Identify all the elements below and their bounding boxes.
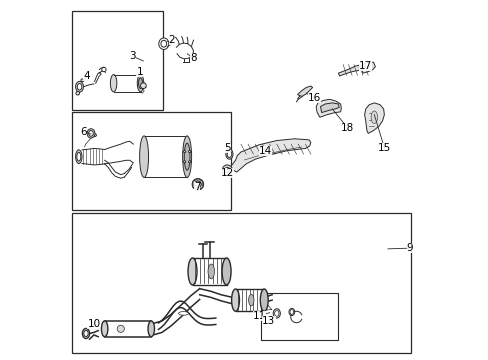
Circle shape	[183, 150, 185, 153]
Ellipse shape	[222, 258, 230, 285]
Text: 2: 2	[168, 35, 175, 45]
Text: 4: 4	[83, 71, 90, 81]
Text: 13: 13	[262, 316, 275, 325]
Ellipse shape	[88, 131, 93, 136]
Text: 17: 17	[358, 61, 371, 71]
Ellipse shape	[76, 150, 82, 163]
Text: 3: 3	[129, 51, 136, 61]
Ellipse shape	[260, 289, 267, 311]
Ellipse shape	[207, 264, 214, 279]
Text: 8: 8	[190, 53, 197, 63]
Ellipse shape	[159, 38, 168, 49]
Circle shape	[188, 161, 190, 163]
Ellipse shape	[101, 321, 108, 337]
Text: 11: 11	[252, 311, 265, 320]
Circle shape	[102, 67, 106, 72]
Text: 10: 10	[87, 319, 100, 329]
Polygon shape	[193, 179, 203, 190]
Circle shape	[192, 179, 203, 190]
Text: 1: 1	[136, 67, 143, 77]
Ellipse shape	[161, 40, 166, 47]
Ellipse shape	[225, 149, 233, 159]
Bar	[260, 293, 337, 339]
Ellipse shape	[77, 84, 81, 90]
Polygon shape	[316, 99, 341, 117]
Text: 9: 9	[406, 243, 413, 253]
Ellipse shape	[76, 81, 83, 92]
Ellipse shape	[231, 289, 239, 311]
Ellipse shape	[187, 258, 197, 285]
Circle shape	[117, 325, 124, 332]
Bar	[72, 213, 410, 353]
Text: 16: 16	[307, 93, 321, 103]
Polygon shape	[320, 103, 339, 113]
Circle shape	[81, 79, 83, 82]
Text: 6: 6	[81, 127, 87, 136]
Text: 12: 12	[220, 168, 233, 178]
Ellipse shape	[226, 151, 231, 157]
Circle shape	[194, 181, 201, 188]
Ellipse shape	[138, 78, 142, 89]
Text: 18: 18	[341, 123, 354, 133]
Circle shape	[222, 165, 232, 175]
Circle shape	[183, 161, 185, 163]
Ellipse shape	[184, 143, 190, 170]
Circle shape	[188, 150, 190, 153]
Ellipse shape	[248, 294, 253, 306]
Text: 14: 14	[258, 145, 271, 156]
Polygon shape	[297, 86, 312, 96]
Polygon shape	[364, 103, 384, 134]
Circle shape	[76, 91, 80, 95]
Ellipse shape	[87, 129, 95, 138]
Text: 5: 5	[224, 143, 230, 153]
Polygon shape	[360, 62, 375, 73]
Ellipse shape	[93, 134, 96, 136]
Ellipse shape	[148, 321, 154, 337]
Circle shape	[194, 181, 201, 188]
Ellipse shape	[77, 152, 81, 161]
Ellipse shape	[289, 310, 293, 314]
Bar	[72, 12, 163, 110]
Polygon shape	[230, 139, 310, 172]
Ellipse shape	[178, 312, 188, 315]
Ellipse shape	[274, 311, 278, 316]
Circle shape	[224, 167, 229, 172]
Ellipse shape	[137, 75, 143, 92]
Ellipse shape	[83, 330, 88, 337]
Text: 15: 15	[377, 143, 390, 153]
Ellipse shape	[370, 111, 377, 123]
Ellipse shape	[273, 309, 280, 318]
Ellipse shape	[82, 328, 89, 338]
Polygon shape	[338, 64, 367, 76]
Ellipse shape	[182, 136, 191, 177]
Circle shape	[140, 83, 146, 89]
Bar	[72, 112, 231, 211]
Ellipse shape	[288, 309, 294, 316]
Ellipse shape	[110, 75, 117, 92]
Text: 7: 7	[193, 182, 200, 192]
Ellipse shape	[139, 136, 148, 177]
